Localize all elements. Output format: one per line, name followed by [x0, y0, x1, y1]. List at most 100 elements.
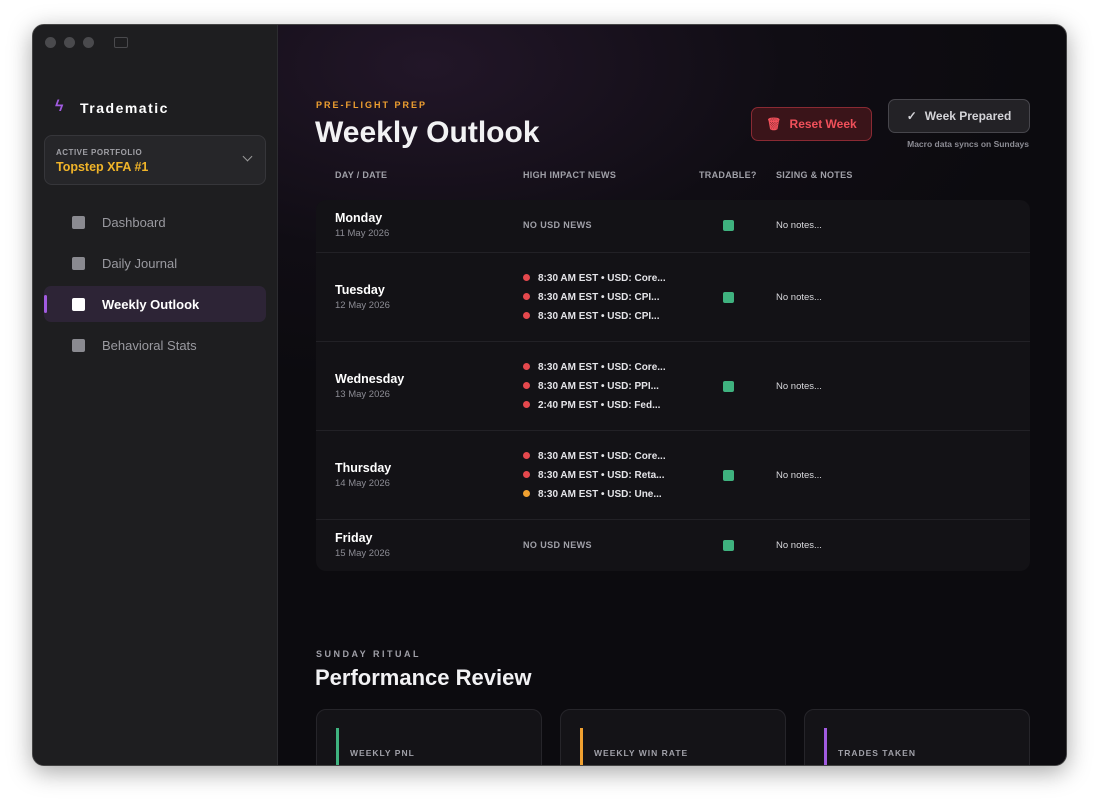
sync-note: Macro data syncs on Sundays	[907, 139, 1029, 149]
news-text: 8:30 AM EST • USD: Core...	[538, 450, 666, 462]
eyebrow: PRE-FLIGHT PREP	[316, 100, 428, 110]
nav-item[interactable]: Weekly Outlook	[44, 286, 266, 322]
impact-dot	[523, 470, 530, 478]
day-name: Tuesday	[335, 282, 385, 297]
portfolio-selector[interactable]: ACTIVE PORTFOLIO Topstep XFA #1	[44, 135, 266, 185]
impact-dot	[523, 451, 530, 459]
column-header: TRADABLE?	[699, 170, 757, 180]
main-content: PRE-FLIGHT PREP Weekly Outlook 🗑 Reset We…	[278, 25, 1066, 765]
day-date: 15 May 2026	[335, 548, 390, 559]
no-news: NO USD NEWS	[523, 220, 592, 230]
day-name: Friday	[335, 531, 373, 545]
nav-icon	[72, 216, 85, 229]
news-item: 8:30 AM EST • USD: PPI...	[523, 381, 659, 392]
news-item: 8:30 AM EST • USD: Core...	[523, 273, 666, 284]
news-text: 8:30 AM EST • USD: Core...	[538, 272, 666, 284]
tradable-checkbox[interactable]	[723, 220, 734, 231]
news-item: 8:30 AM EST • USD: Core...	[523, 451, 666, 462]
minimize-button[interactable]	[64, 37, 75, 48]
news-text: 8:30 AM EST • USD: CPI...	[538, 291, 660, 303]
portfolio-label: ACTIVE PORTFOLIO	[56, 148, 143, 157]
trash-icon: 🗑	[766, 117, 782, 131]
accent-bar	[336, 728, 339, 765]
table-row: Friday 15 May 2026 NO USD NEWS No notes...	[316, 519, 1030, 571]
page-title: Weekly Outlook	[315, 116, 540, 149]
notes[interactable]: No notes...	[776, 220, 822, 231]
tradable-checkbox[interactable]	[723, 469, 734, 481]
day-date: 11 May 2026	[335, 228, 390, 239]
table-row: Monday 11 May 2026 NO USD NEWS No notes...	[316, 200, 1030, 252]
news-item: 8:30 AM EST • USD: CPI...	[523, 311, 659, 322]
sidebar: ϟ Tradematic ACTIVE PORTFOLIO Topstep XF…	[33, 25, 278, 765]
day-date: 14 May 2026	[335, 477, 390, 489]
tradable-checkbox[interactable]	[723, 380, 734, 392]
news-text: 8:30 AM EST • USD: Core...	[538, 361, 666, 373]
day-date: 12 May 2026	[335, 299, 390, 311]
day-name: Wednesday	[335, 371, 405, 386]
table-row: Thursday 14 May 2026 8:30 AM EST • USD: Co…	[316, 430, 1030, 519]
notes[interactable]: No notes...	[776, 469, 822, 481]
impact-dot	[523, 362, 530, 370]
stat-label: WEEKLY WIN RATE	[594, 748, 689, 758]
stat-card: WEEKLY PNL	[316, 709, 542, 765]
impact-dot	[523, 489, 530, 497]
impact-dot	[523, 381, 530, 389]
app-window: ϟ Tradematic ACTIVE PORTFOLIO Topstep XF…	[32, 24, 1067, 766]
accent-bar	[580, 728, 583, 765]
column-header: SIZING & NOTES	[776, 170, 853, 180]
column-header: DAY / DATE	[335, 170, 388, 180]
news-item: 8:30 AM EST • USD: Une...	[523, 489, 662, 500]
news-text: 8:30 AM EST • USD: Une...	[538, 488, 662, 500]
check-icon: ✓	[906, 109, 917, 123]
review-eyebrow: SUNDAY RITUAL	[316, 649, 422, 659]
day-date: 13 May 2026	[335, 388, 390, 400]
news-item: 8:30 AM EST • USD: Core...	[523, 362, 666, 373]
tradable-checkbox[interactable]	[723, 291, 734, 303]
news-item: 8:30 AM EST • USD: Reta...	[523, 470, 665, 481]
impact-dot	[523, 400, 530, 408]
nav-icon	[72, 339, 85, 352]
news-text: 8:30 AM EST • USD: CPI...	[538, 310, 660, 322]
close-button[interactable]	[45, 37, 56, 48]
nav-item[interactable]: Daily Journal	[44, 245, 266, 281]
stat-card: TRADES TAKEN	[804, 709, 1030, 765]
impact-dot	[523, 311, 530, 319]
reset-label: Reset Week	[789, 117, 857, 131]
chevron	[242, 151, 253, 162]
news-item: 8:30 AM EST • USD: CPI...	[523, 292, 659, 303]
prepared-button[interactable]: ✓ Week Prepared	[888, 99, 1030, 133]
sidebar-toggle[interactable]	[114, 37, 128, 48]
nav-icon	[72, 257, 85, 270]
stat-card: WEEKLY WIN RATE	[560, 709, 786, 765]
impact-dot	[523, 273, 530, 281]
brand: Tradematic	[80, 100, 169, 116]
stat-label: TRADES TAKEN	[838, 748, 916, 758]
table-row: Wednesday 13 May 2026 8:30 AM EST • USD: C…	[316, 341, 1030, 430]
prepared-label: Week Prepared	[924, 109, 1012, 123]
tradable-checkbox[interactable]	[723, 540, 734, 551]
nav-item[interactable]: Behavioral Stats	[44, 327, 266, 363]
table-row: Tuesday 12 May 2026 8:30 AM EST • USD: Cor…	[316, 252, 1030, 341]
active-indicator	[44, 295, 47, 313]
outlook-table: Monday 11 May 2026 NO USD NEWS No notes... T…	[316, 200, 1030, 571]
notes[interactable]: No notes...	[776, 540, 822, 551]
day-name: Monday	[335, 211, 383, 225]
reset-button[interactable]: 🗑 Reset Week	[751, 107, 872, 141]
impact-dot	[523, 292, 530, 300]
portfolio-name: Topstep XFA #1	[56, 160, 149, 174]
zoom-button[interactable]	[83, 37, 94, 48]
news-text: 2:40 PM EST • USD: Fed...	[538, 399, 661, 411]
news-text: 8:30 AM EST • USD: PPI...	[538, 380, 659, 392]
column-header: HIGH IMPACT NEWS	[523, 170, 617, 180]
notes[interactable]: No notes...	[776, 380, 822, 392]
nav-icon	[72, 298, 85, 311]
news-text: 8:30 AM EST • USD: Reta...	[538, 469, 665, 481]
day-name: Thursday	[335, 460, 392, 475]
no-news: NO USD NEWS	[523, 540, 592, 550]
stat-label: WEEKLY PNL	[350, 748, 415, 758]
news-item: 2:40 PM EST • USD: Fed...	[523, 400, 660, 411]
notes[interactable]: No notes...	[776, 291, 822, 303]
brand-icon: ϟ	[55, 98, 64, 115]
nav-item[interactable]: Dashboard	[44, 204, 266, 240]
review-title: Performance Review	[315, 665, 532, 690]
